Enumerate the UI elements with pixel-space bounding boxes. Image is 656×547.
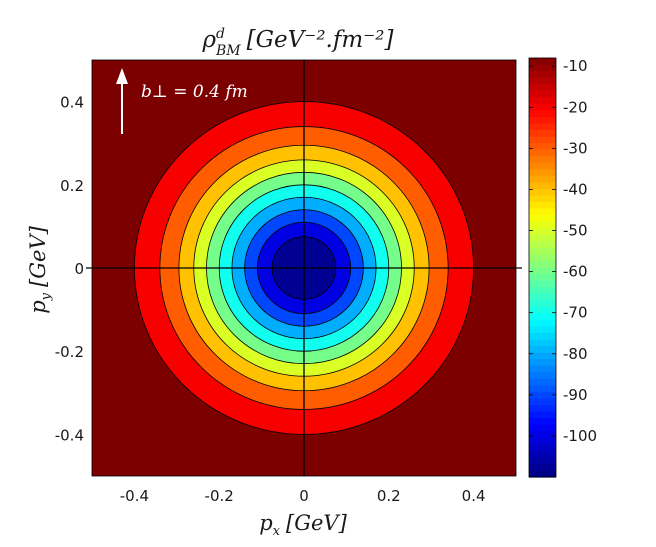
colorbar-tick-label: -90 — [563, 386, 588, 404]
colorbar-band — [529, 359, 556, 367]
colorbar-band — [529, 274, 556, 282]
colorbar-band — [529, 332, 556, 341]
colorbar-band — [529, 313, 556, 321]
colorbar-band — [529, 64, 556, 72]
colorbar-band — [529, 175, 556, 183]
colorbar-band — [529, 450, 556, 458]
colorbar-band — [529, 116, 556, 125]
colorbar-band — [529, 136, 556, 144]
y-tick-label: -0.4 — [55, 426, 84, 444]
colorbar-band — [529, 424, 556, 432]
colorbar-band — [529, 71, 556, 79]
colorbar-band — [529, 84, 556, 92]
colorbar-tick-label: -70 — [563, 304, 588, 322]
colorbar-band — [529, 182, 556, 190]
colorbar-band — [529, 260, 556, 269]
x-tick-label: 0.4 — [462, 487, 486, 505]
colorbar-band — [529, 346, 556, 354]
x-tick-label: 0 — [299, 487, 309, 505]
colorbar — [529, 58, 556, 478]
colorbar-tick-label: -20 — [563, 98, 588, 116]
colorbar-band — [529, 58, 556, 66]
colorbar-band — [529, 130, 556, 138]
y-tick-label: 0 — [74, 260, 84, 278]
colorbar-band — [529, 287, 556, 295]
y-axis-ticks: -0.4 -0.2 0 0.2 0.4 — [55, 94, 84, 445]
colorbar-band — [529, 431, 556, 439]
y-axis-label: py[GeV] — [26, 225, 54, 313]
y-tick-label: -0.2 — [55, 343, 84, 361]
colorbar-tick-label: -50 — [563, 222, 588, 240]
colorbar-ticks: -10 -20 -30 -40 -50 -60 -70 -80 -90 -100 — [529, 57, 597, 445]
colorbar-band — [529, 365, 556, 373]
colorbar-band — [529, 202, 556, 210]
colorbar-band — [529, 156, 556, 164]
colorbar-band — [529, 300, 556, 308]
colorbar-band — [529, 457, 556, 465]
colorbar-band — [529, 437, 556, 445]
colorbar-band — [529, 418, 556, 426]
colorbar-band — [529, 280, 556, 288]
colorbar-band — [529, 352, 556, 360]
colorbar-band — [529, 162, 556, 170]
colorbar-band — [529, 241, 556, 249]
colorbar-band — [529, 77, 556, 85]
b-perp-annotation: b⊥ = 0.4 fm — [116, 68, 248, 134]
colorbar-tick-label: -100 — [563, 427, 597, 445]
colorbar-tick-label: -10 — [563, 57, 588, 75]
x-tick-label: -0.4 — [120, 487, 149, 505]
y-tick-label: 0.4 — [60, 94, 84, 112]
colorbar-band — [529, 444, 556, 452]
colorbar-band — [529, 319, 556, 328]
colorbar-band — [529, 228, 556, 236]
colorbar-band — [529, 188, 556, 197]
x-tick-label: -0.2 — [205, 487, 234, 505]
colorbar-band — [529, 221, 556, 229]
colorbar-band — [529, 385, 556, 393]
x-axis-label: px [GeV] — [259, 511, 347, 539]
colorbar-band — [529, 215, 556, 223]
colorbar-band — [529, 254, 556, 262]
chart-title: ρd BM [GeV⁻².fm⁻²] — [201, 26, 393, 59]
colorbar-frame — [528, 57, 557, 478]
colorbar-band — [529, 247, 556, 256]
colorbar-band — [529, 411, 556, 419]
colorbar-band — [529, 293, 556, 301]
colorbar-band — [529, 110, 556, 118]
colorbar-tick-label: -60 — [563, 263, 588, 281]
colorbar-band — [529, 123, 556, 131]
colorbar-band — [529, 234, 556, 242]
x-tick-label: 0.2 — [377, 487, 401, 505]
colorbar-tick-label: -40 — [563, 180, 588, 198]
colorbar-band — [529, 398, 556, 406]
colorbar-band — [529, 169, 556, 177]
x-axis-ticks: -0.4 -0.2 0 0.2 0.4 — [120, 487, 486, 505]
annotation-label: b⊥ = 0.4 fm — [141, 82, 248, 102]
colorbar-band — [529, 378, 556, 386]
colorbar-tick-label: -80 — [563, 345, 588, 363]
colorbar-band — [529, 463, 556, 472]
colorbar-band — [529, 143, 556, 151]
colorbar-band — [529, 97, 556, 105]
colorbar-band — [529, 391, 556, 400]
colorbar-band — [529, 90, 556, 98]
colorbar-band — [529, 208, 556, 216]
colorbar-band — [529, 306, 556, 314]
colorbar-band — [529, 339, 556, 347]
colorbar-band — [529, 267, 556, 275]
colorbar-band — [529, 195, 556, 203]
colorbar-tick-label: -30 — [563, 139, 588, 157]
colorbar-band — [529, 103, 556, 111]
colorbar-band — [529, 404, 556, 413]
colorbar-band — [529, 326, 556, 334]
colorbar-band — [529, 470, 556, 478]
colorbar-band — [529, 149, 556, 157]
y-tick-label: 0.2 — [60, 177, 84, 195]
arrow-head — [116, 68, 128, 84]
colorbar-band — [529, 372, 556, 380]
